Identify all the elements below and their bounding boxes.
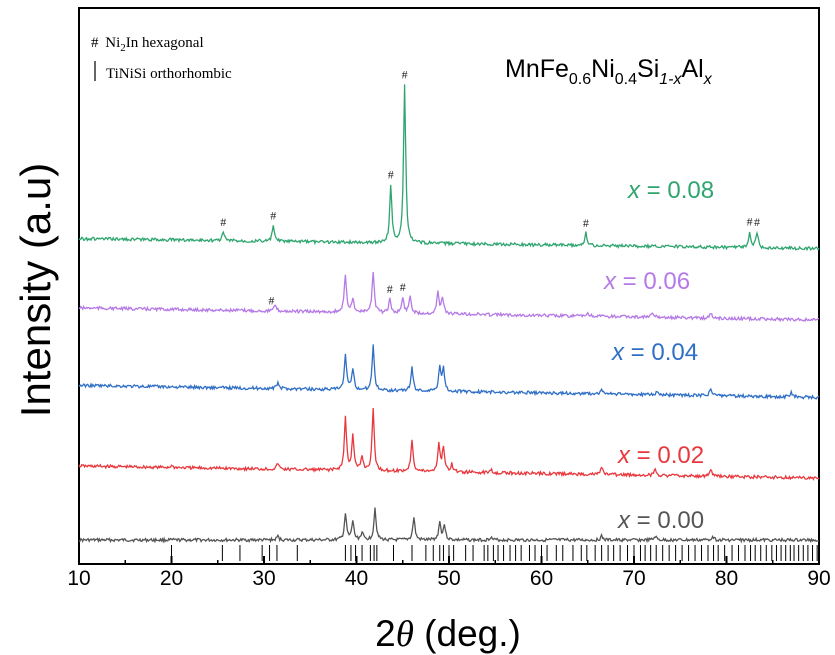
comp-part-5: Si <box>637 55 659 83</box>
series-line-2 <box>78 344 820 401</box>
x-tick-label-6: 70 <box>622 567 645 590</box>
series-line-1 <box>78 407 820 481</box>
x-tick-label-0: 10 <box>67 567 90 590</box>
hash-mark-6: # <box>402 67 408 81</box>
comp-part-2: 0.6 <box>569 71 591 88</box>
hash-mark-8: # <box>747 215 753 229</box>
comp-part-6: 1-x <box>659 71 682 88</box>
x-tick-label-3: 40 <box>345 567 368 590</box>
series-line-4 <box>78 84 820 252</box>
series-label-0: x = 0.00 <box>617 507 704 534</box>
series-layer <box>78 84 820 544</box>
series-label-2: x = 0.04 <box>611 339 698 366</box>
series-line-0 <box>78 507 820 544</box>
comp-part-4: 0.4 <box>615 71 637 88</box>
comp-part-7: Al <box>681 55 703 83</box>
legend-hash-text-pre: Ni <box>105 35 120 51</box>
series-label-4: x = 0.08 <box>627 177 714 204</box>
x-axis-ticks: 10 20 30 40 50 60 70 80 90 <box>67 556 831 590</box>
x-tick-label-2: 30 <box>252 567 275 590</box>
plot-frame <box>78 7 820 565</box>
y-axis-title: Intensity (a.u) <box>12 163 59 417</box>
reference-ticks <box>171 545 818 561</box>
hash-mark-9: # <box>754 215 760 229</box>
x-tick-label-4: 50 <box>437 567 460 590</box>
legend-hash-text-post: In hexagonal <box>126 35 204 51</box>
hash-mark-4: # <box>270 209 276 223</box>
hash-mark-0: # <box>268 293 274 307</box>
legend-bar-text: TiNiSi orthorhombic <box>106 66 232 82</box>
comp-part-8: x <box>703 71 713 88</box>
series-line-3 <box>78 271 820 323</box>
x-tick-label-7: 80 <box>715 567 738 590</box>
comp-part-3: Ni <box>591 55 615 83</box>
x-axis-title: 2θ (deg.) <box>375 613 521 655</box>
legend-hash-symbol: # <box>91 35 99 51</box>
peak-hash-marks: ## ## #### # # <box>220 67 760 307</box>
hash-mark-2: # <box>400 280 406 294</box>
hash-mark-5: # <box>388 167 394 181</box>
hash-mark-1: # <box>387 282 393 296</box>
composition-formula: MnFe0.6Ni0.4Si1-xAlx <box>505 55 713 88</box>
series-label-3: x = 0.06 <box>603 268 690 295</box>
x-tick-label-5: 60 <box>530 567 553 590</box>
series-label-1: x = 0.02 <box>617 442 704 469</box>
x-tick-label-1: 20 <box>160 567 183 590</box>
legend-hash-text-sub: 2 <box>120 42 126 54</box>
hash-mark-7: # <box>583 216 589 230</box>
hash-mark-3: # <box>220 215 226 229</box>
x-tick-label-8: 90 <box>807 567 830 590</box>
legend-hash-entry: # Ni2In hexagonal <box>91 35 204 54</box>
legend: # Ni2In hexagonal TiNiSi orthorhombic <box>91 35 232 82</box>
comp-part-1: MnFe <box>505 55 569 83</box>
